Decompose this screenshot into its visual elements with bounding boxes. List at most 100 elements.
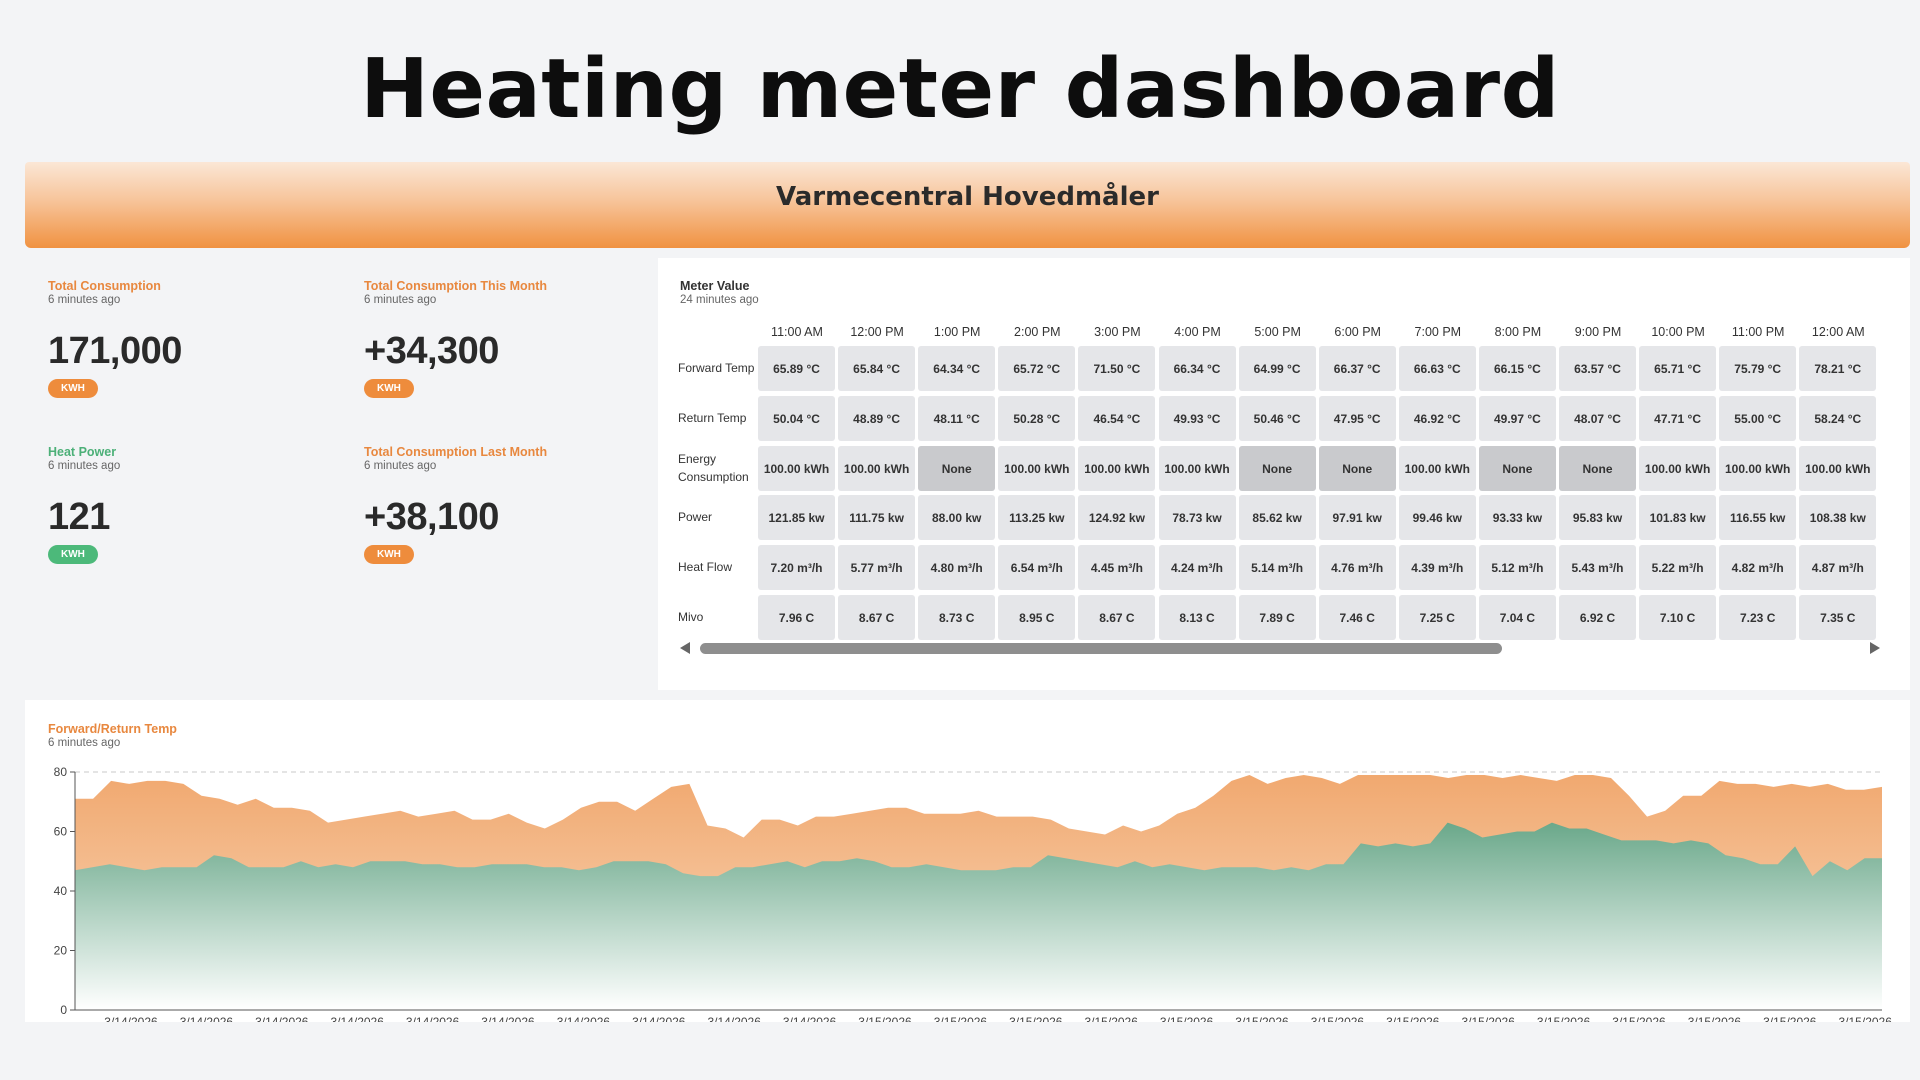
unit-badge: KWH — [364, 545, 414, 564]
meter-cell: 65.89 °C — [758, 346, 835, 391]
meter-cell: 48.07 °C — [1559, 396, 1636, 441]
meter-cell: 47.71 °C — [1639, 396, 1717, 441]
panel-label: Forward/Return Temp — [48, 722, 177, 736]
meter-cell: 101.83 kw — [1639, 495, 1717, 540]
scroll-left-arrow-icon[interactable] — [680, 642, 690, 654]
horizontal-scrollbar[interactable] — [680, 642, 1880, 656]
meter-cell: 5.14 m³/h — [1238, 545, 1316, 590]
meter-cell: 124.92 kw — [1078, 495, 1156, 540]
meter-cell: 99.46 kw — [1398, 495, 1476, 540]
panel-label: Meter Value — [680, 279, 750, 293]
time-column-header: 5:00 PM — [1254, 325, 1301, 339]
time-column-header: 3:00 PM — [1094, 325, 1141, 339]
meter-cell: 97.91 kw — [1318, 495, 1396, 540]
meter-cell: 88.00 kw — [918, 495, 996, 540]
meter-cell: 100.00 kWh — [758, 446, 835, 491]
meter-cell: 46.54 °C — [1078, 396, 1156, 441]
x-tick-label: 3/15/2026 — [1085, 1015, 1139, 1022]
row-label: Power — [678, 510, 713, 524]
meter-cell: 65.72 °C — [998, 346, 1076, 391]
meter-cell: 4.87 m³/h — [1799, 545, 1877, 590]
kpi-consumption-last-month: Total Consumption Last Month 6 minutes a… — [364, 445, 547, 564]
meter-cell: 64.34 °C — [918, 346, 996, 391]
meter-cell: 108.38 kw — [1799, 495, 1877, 540]
meter-cell: 8.13 C — [1158, 595, 1236, 640]
time-column-header: 2:00 PM — [1014, 325, 1061, 339]
meter-cell: 100.00 kWh — [1158, 446, 1236, 491]
meter-cell: 4.45 m³/h — [1078, 545, 1156, 590]
meter-cell: 78.73 kw — [1158, 495, 1236, 540]
time-column-header: 11:00 AM — [771, 325, 823, 339]
forward-return-temp-chart: 0 20 40 60 80 3/14/2026 3/14/2026 3/14/2026 3/14… — [54, 765, 1893, 1022]
meter-cell: 8.95 C — [998, 595, 1076, 640]
meter-cell: 65.84 °C — [838, 346, 916, 391]
panel-header: Meter Value 24 minutes ago — [680, 279, 759, 306]
meter-cell: 4.24 m³/h — [1158, 545, 1236, 590]
kpi-value: 121 — [48, 496, 110, 538]
row-label: Return Temp — [678, 411, 747, 425]
row-label: Heat Flow — [678, 560, 733, 574]
meter-cell: 5.12 m³/h — [1478, 545, 1556, 590]
x-tick-label: 3/15/2026 — [934, 1015, 988, 1022]
kpi-consumption-this-month: Total Consumption This Month 6 minutes a… — [364, 279, 547, 398]
meter-cell: 8.67 C — [838, 595, 916, 640]
meter-cell: 7.96 C — [758, 595, 835, 640]
scroll-thumb[interactable] — [700, 643, 1502, 654]
kpi-label: Total Consumption This Month — [364, 279, 548, 293]
meter-cell: 7.20 m³/h — [758, 545, 835, 590]
meter-cell: 7.23 C — [1719, 595, 1797, 640]
x-tick-label: 3/15/2026 — [858, 1015, 912, 1022]
unit-badge: KWH — [48, 545, 98, 564]
row-label: Forward Temp — [678, 361, 755, 375]
x-tick-label: 3/15/2026 — [1235, 1015, 1289, 1022]
meter-cell: 63.57 °C — [1559, 346, 1636, 391]
meter-cell: 85.62 kw — [1238, 495, 1316, 540]
x-tick-label: 3/15/2026 — [1537, 1015, 1591, 1022]
meter-cell: 100.00 kWh — [998, 446, 1076, 491]
meter-cell: 65.71 °C — [1639, 346, 1717, 391]
meter-cell: 116.55 kw — [1719, 495, 1797, 540]
meter-cell: 5.22 m³/h — [1639, 545, 1717, 590]
time-column-header: 12:00 AM — [1811, 325, 1865, 339]
time-column-header: 11:00 PM — [1731, 325, 1785, 339]
panel-header: Forward/Return Temp 6 minutes ago — [48, 722, 177, 749]
meter-cell: None — [1318, 446, 1396, 491]
x-tick-label: 3/15/2026 — [1386, 1015, 1440, 1022]
x-tick-label: 3/15/2026 — [1688, 1015, 1742, 1022]
kpi-heat-power: Heat Power 6 minutes ago 121 KWH — [48, 445, 120, 564]
meter-cell: 48.89 °C — [838, 396, 916, 441]
kpi-timestamp: 6 minutes ago — [48, 460, 121, 472]
kpi-total-consumption: Total Consumption 6 minutes ago 171,000 … — [48, 279, 182, 398]
meter-cell: 100.00 kWh — [838, 446, 916, 491]
x-tick-label: 3/14/2026 — [632, 1015, 686, 1022]
x-tick-label: 3/14/2026 — [104, 1015, 158, 1022]
time-column-header: 12:00 PM — [850, 325, 904, 339]
time-column-header: 9:00 PM — [1574, 325, 1622, 339]
meter-cell: 4.76 m³/h — [1318, 545, 1396, 590]
meter-cell: 66.63 °C — [1398, 346, 1476, 391]
meter-cell: 95.83 kw — [1559, 495, 1636, 540]
meter-cell: 7.35 C — [1799, 595, 1877, 640]
x-tick-label: 3/15/2026 — [1612, 1015, 1666, 1022]
meter-cell: 50.04 °C — [758, 396, 835, 441]
x-tick-label: 3/14/2026 — [783, 1015, 837, 1022]
meter-cell: 78.21 °C — [1799, 346, 1877, 391]
meter-cell: 100.00 kWh — [1799, 446, 1877, 491]
meter-cell: None — [918, 446, 996, 491]
panel-timestamp: 24 minutes ago — [680, 294, 759, 306]
scroll-right-arrow-icon[interactable] — [1870, 642, 1880, 654]
meter-cell: 46.92 °C — [1398, 396, 1476, 441]
meter-cell: 7.04 C — [1478, 595, 1556, 640]
meter-cell: 100.00 kWh — [1078, 446, 1156, 491]
meter-cell: 4.39 m³/h — [1398, 545, 1476, 590]
time-column-header: 4:00 PM — [1174, 325, 1221, 339]
y-tick-label: 60 — [54, 825, 68, 839]
meter-cell: 50.28 °C — [998, 396, 1076, 441]
x-tick-label: 3/14/2026 — [481, 1015, 535, 1022]
kpi-value: +34,300 — [364, 330, 499, 372]
forward-return-temp-chart-panel: 0 20 40 60 80 3/14/2026 3/14/2026 3/14/2026 3/14… — [25, 700, 1910, 1022]
meter-cell: 7.25 C — [1398, 595, 1476, 640]
kpi-label: Total Consumption — [48, 279, 161, 293]
kpi-value: 171,000 — [48, 330, 182, 372]
meter-cell: 93.33 kw — [1478, 495, 1556, 540]
